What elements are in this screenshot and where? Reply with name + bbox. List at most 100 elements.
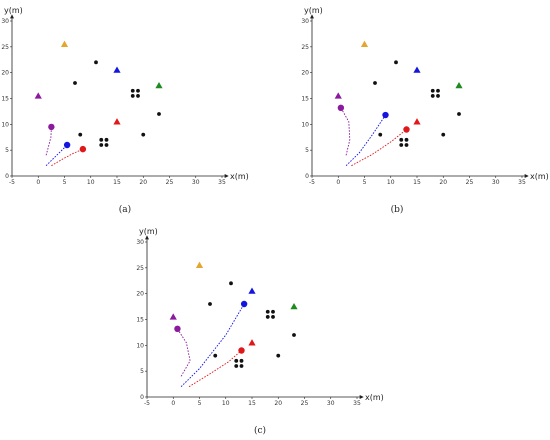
obstacle-point	[73, 81, 77, 85]
target-green-triangle	[155, 81, 163, 89]
agent-blue-point	[240, 300, 248, 308]
y-tick-label: 15	[301, 96, 309, 103]
x-tick-label: 0	[36, 179, 40, 186]
y-tick-label: 15	[1, 96, 9, 103]
obstacle-point	[104, 143, 109, 147]
obstacle-point	[265, 315, 270, 319]
obstacle-point	[208, 302, 212, 306]
obstacle-point	[436, 88, 440, 93]
y-tick-label: 15	[136, 317, 144, 324]
agent-red-point	[79, 145, 87, 153]
y-tick-label: 0	[140, 394, 144, 401]
x-tick-label: 30	[192, 179, 200, 186]
target-orange-triangle	[195, 261, 204, 268]
target-orange-triangle	[60, 40, 69, 47]
y-tick-label: 5	[5, 147, 9, 154]
x-tick-label: 35	[218, 179, 226, 186]
obstacle-point	[441, 132, 446, 137]
obstacle-point	[104, 137, 109, 142]
y-tick-label: 20	[1, 70, 9, 77]
agent-purple-point	[174, 325, 181, 332]
x-tick-label: 15	[248, 400, 256, 407]
trajectory-purple	[340, 107, 351, 156]
x-tick-label: 0	[171, 400, 175, 407]
y-tick-label: 30	[1, 18, 9, 25]
agent-purple-point	[337, 104, 345, 112]
x-tick-label: 15	[113, 179, 121, 186]
obstacle-point	[430, 88, 435, 93]
x-tick-label: 35	[518, 179, 526, 186]
target-purple-triangle	[334, 92, 342, 99]
agent-red-point	[403, 126, 410, 133]
trajectory-red	[51, 148, 84, 167]
y-tick-label: 10	[1, 121, 9, 128]
y-tick-label: 10	[136, 342, 144, 349]
target-purple-triangle	[34, 92, 42, 99]
x-tick-label: -5	[309, 179, 315, 186]
obstacle-point	[404, 137, 409, 142]
obstacle-point	[99, 143, 104, 147]
obstacle-point	[136, 88, 140, 93]
obstacle-point	[130, 88, 135, 93]
obstacle-point	[99, 137, 104, 142]
y-tick-label: 20	[136, 291, 144, 298]
obstacle-point	[271, 309, 275, 314]
obstacle-point	[457, 112, 461, 116]
y-tick-label: 0	[305, 173, 309, 180]
obstacle-point	[130, 94, 135, 98]
trajectory-purple	[177, 328, 191, 377]
x-tick-label: 5	[198, 400, 202, 407]
y-tick-label: 25	[301, 44, 309, 51]
target-green-triangle	[455, 81, 463, 89]
obstacle-point	[157, 112, 161, 116]
obstacle-point	[394, 60, 398, 65]
trajectory-blue	[180, 303, 245, 388]
obstacle-point	[229, 281, 233, 286]
y-tick-label: 30	[136, 239, 144, 246]
obstacle-point	[276, 353, 281, 358]
target-red-triangle	[248, 339, 256, 346]
y-tick-label: 0	[5, 173, 9, 180]
x-tick-label: 35	[353, 400, 361, 407]
obstacle-point	[436, 94, 440, 98]
agent-blue-point	[63, 141, 71, 149]
obstacle-point	[234, 364, 239, 368]
y-tick-label: 5	[140, 368, 144, 375]
target-orange-triangle	[360, 40, 369, 47]
y-tick-label: 30	[301, 18, 309, 25]
x-tick-label: 25	[166, 179, 174, 186]
x-tick-label: -5	[144, 400, 150, 407]
caption-b: (b)	[391, 204, 404, 215]
obstacle-point	[399, 137, 404, 142]
obstacle-point	[373, 81, 377, 85]
caption-a: (a)	[119, 204, 131, 215]
trajectory-red	[188, 350, 242, 388]
obstacle-point	[239, 364, 244, 368]
y-axis-label: y(m)	[4, 6, 23, 15]
agent-blue-point	[382, 111, 389, 119]
obstacle-point	[94, 60, 98, 65]
x-tick-label: -5	[9, 179, 15, 186]
x-tick-label: 25	[466, 179, 474, 186]
x-tick-label: 25	[301, 400, 309, 407]
y-axis-label: y(m)	[139, 227, 158, 236]
caption-c: (c)	[254, 425, 266, 436]
obstacle-point	[136, 94, 140, 98]
x-tick-label: 20	[139, 179, 147, 186]
x-tick-label: 10	[222, 400, 230, 407]
target-red-triangle	[113, 118, 121, 125]
y-tick-label: 5	[305, 147, 309, 154]
y-tick-label: 10	[301, 121, 309, 128]
x-tick-label: 5	[363, 179, 367, 186]
x-axis-label: x(m)	[530, 172, 549, 181]
x-axis-label: x(m)	[365, 393, 384, 402]
obstacle-point	[78, 132, 83, 137]
x-tick-label: 15	[413, 179, 421, 186]
obstacle-point	[213, 353, 218, 358]
obstacle-point	[234, 358, 239, 363]
target-blue-triangle	[248, 287, 256, 294]
